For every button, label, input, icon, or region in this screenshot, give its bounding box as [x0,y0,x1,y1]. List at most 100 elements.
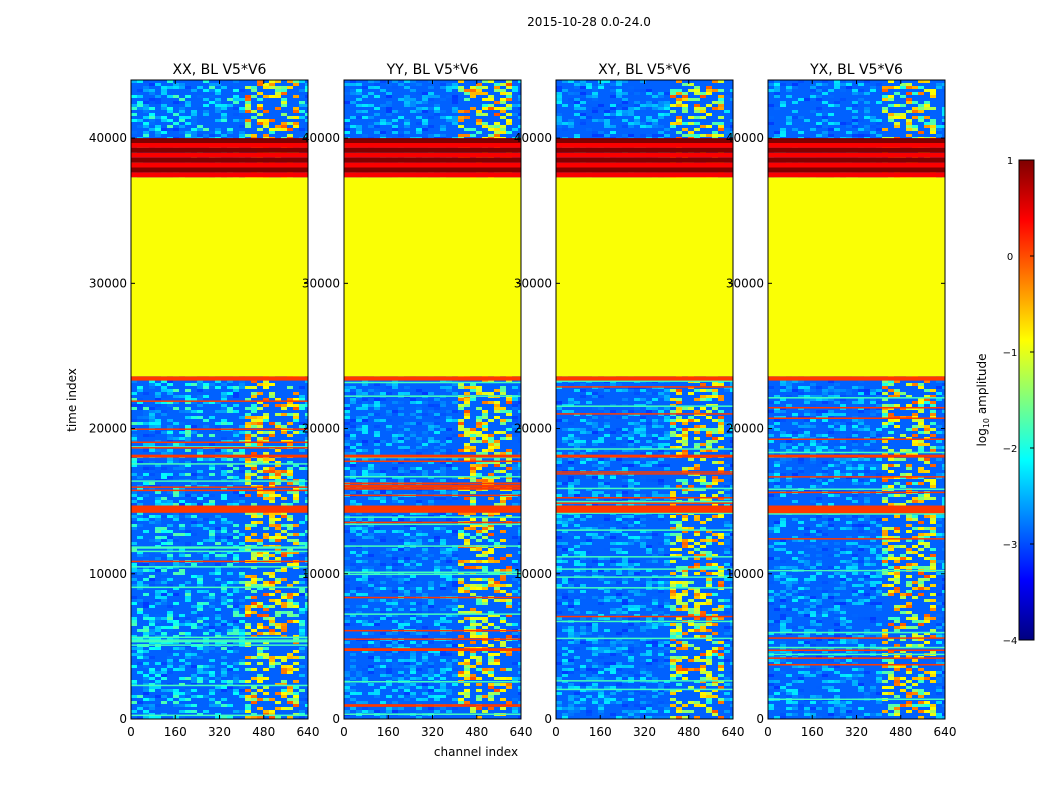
heatmap-cell [494,125,500,128]
heatmap-cell [293,524,299,527]
heatmap-cell [404,497,410,500]
heatmap-cell [464,428,470,431]
heatmap-cell [440,479,446,482]
heatmap-cell [227,521,233,524]
heatmap-cell [275,512,281,515]
heatmap-cell [185,581,191,584]
heatmap-cell [287,518,293,521]
heatmap-line [131,428,308,430]
heatmap-cell [221,662,227,665]
heatmap-cell [269,623,275,626]
heatmap-cell [305,86,308,89]
heatmap-cell [350,425,356,428]
heatmap-cell [494,404,500,407]
heatmap-cell [422,446,428,449]
heatmap-cell [209,89,215,92]
heatmap-cell [287,551,293,554]
heatmap-cell [227,131,233,134]
heatmap-cell [506,476,512,479]
heatmap-cell [281,578,287,581]
heatmap-cell [185,599,191,602]
heatmap-cell [167,389,173,392]
heatmap-cell [149,425,155,428]
heatmap-cell [233,482,239,485]
heatmap-cell [263,122,269,125]
heatmap-cell [446,410,452,413]
heatmap-cell [293,107,299,110]
heatmap-cell [197,125,203,128]
heatmap-cell [482,524,488,527]
heatmap-cell [143,677,149,680]
heatmap-cell [494,443,500,446]
heatmap-cell [221,473,227,476]
heatmap-cell [293,398,299,401]
heatmap-cell [245,575,251,578]
heatmap-cell [362,392,368,395]
heatmap-cell [458,116,464,119]
heatmap-cell [281,440,287,443]
heatmap-cell [203,641,209,644]
heatmap-cell [452,458,458,461]
heatmap-cell [149,713,155,716]
heatmap-cell [257,584,263,587]
heatmap-cell [281,596,287,599]
heatmap-cell [299,593,305,596]
heatmap-cell [245,707,251,710]
heatmap-cell [257,383,263,386]
heatmap-cell [428,425,434,428]
panel-title: XX, BL V5*V6 [173,62,267,78]
heatmap-cell [404,104,410,107]
heatmap-cell [161,80,167,83]
heatmap-cell [368,479,374,482]
heatmap-band [131,142,308,148]
heatmap-cell [131,113,137,116]
heatmap-cell [209,548,215,551]
heatmap-cell [131,695,137,698]
heatmap-cell [209,674,215,677]
heatmap-cell [185,554,191,557]
heatmap-cell [476,83,482,86]
heatmap-cell [398,476,404,479]
heatmap-cell [386,392,392,395]
heatmap-cell [131,710,137,713]
heatmap-cell [155,686,161,689]
heatmap-cell [305,380,308,383]
heatmap-cell [191,530,197,533]
heatmap-cell [245,386,251,389]
heatmap-cell [263,692,269,695]
heatmap-cell [299,104,305,107]
heatmap-cell [356,404,362,407]
heatmap-cell [149,641,155,644]
heatmap-cell [422,422,428,425]
heatmap-cell [137,587,143,590]
heatmap-cell [239,494,245,497]
y-tick-label: 30000 [89,276,127,290]
heatmap-cell [215,107,221,110]
heatmap-cell [257,521,263,524]
heatmap-cell [404,527,410,530]
heatmap-cell [173,602,179,605]
heatmap-cell [506,428,512,431]
heatmap-cell [215,83,221,86]
heatmap-cell [287,80,293,83]
heatmap-cell [185,401,191,404]
heatmap-cell [287,539,293,542]
heatmap-cell [149,671,155,674]
heatmap-cell [275,476,281,479]
heatmap-cell [227,704,233,707]
heatmap-cell [305,692,308,695]
heatmap-cell [191,461,197,464]
heatmap-band [131,152,308,158]
heatmap-cell [227,605,233,608]
heatmap-cell [344,446,350,449]
heatmap-cell [293,692,299,695]
heatmap-cell [275,692,281,695]
heatmap-cell [305,710,308,713]
heatmap-cell [518,392,521,395]
heatmap-cell [197,713,203,716]
heatmap-cell [305,497,308,500]
heatmap-cell [149,443,155,446]
heatmap-cell [422,512,428,515]
heatmap-cell [482,125,488,128]
heatmap-cell [167,458,173,461]
